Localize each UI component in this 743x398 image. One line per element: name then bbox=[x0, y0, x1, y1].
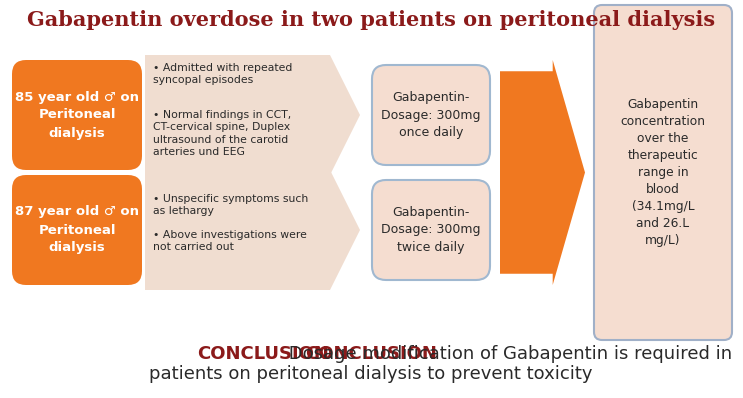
Text: Gabapentin-
Dosage: 300mg
twice daily: Gabapentin- Dosage: 300mg twice daily bbox=[381, 206, 481, 254]
Text: • Normal findings in CCT,
CT-cervical spine, Duplex
ultrasound of the carotid
ar: • Normal findings in CCT, CT-cervical sp… bbox=[153, 110, 291, 157]
Polygon shape bbox=[145, 55, 360, 175]
FancyBboxPatch shape bbox=[594, 5, 732, 340]
Text: Gabapentin-
Dosage: 300mg
once daily: Gabapentin- Dosage: 300mg once daily bbox=[381, 91, 481, 139]
Text: Gabapentin overdose in two patients on peritoneal dialysis: Gabapentin overdose in two patients on p… bbox=[27, 10, 715, 30]
Text: Dosage modification of Gabapentin is required in: Dosage modification of Gabapentin is req… bbox=[283, 345, 733, 363]
Text: patients on peritoneal dialysis to prevent toxicity: patients on peritoneal dialysis to preve… bbox=[149, 365, 593, 383]
FancyBboxPatch shape bbox=[12, 175, 142, 285]
Text: • Unspecific symptoms such
as lethargy: • Unspecific symptoms such as lethargy bbox=[153, 194, 308, 217]
Text: • Admitted with repeated
syncopal episodes: • Admitted with repeated syncopal episod… bbox=[153, 63, 293, 86]
FancyBboxPatch shape bbox=[12, 60, 142, 170]
FancyBboxPatch shape bbox=[372, 65, 490, 165]
Text: CONCLUSION: CONCLUSION bbox=[305, 345, 437, 363]
Polygon shape bbox=[145, 170, 360, 290]
Text: 85 year old ♂ on
Peritoneal
dialysis: 85 year old ♂ on Peritoneal dialysis bbox=[15, 90, 139, 140]
FancyBboxPatch shape bbox=[372, 180, 490, 280]
Text: CONCLUSION: CONCLUSION bbox=[198, 345, 329, 363]
Text: 87 year old ♂ on
Peritoneal
dialysis: 87 year old ♂ on Peritoneal dialysis bbox=[15, 205, 139, 254]
Text: • Above investigations were
not carried out: • Above investigations were not carried … bbox=[153, 230, 307, 252]
Polygon shape bbox=[500, 60, 585, 285]
Text: Gabapentin
concentration
over the
therapeutic
range in
blood
(34.1mg/L
and 26.L
: Gabapentin concentration over the therap… bbox=[620, 98, 706, 247]
